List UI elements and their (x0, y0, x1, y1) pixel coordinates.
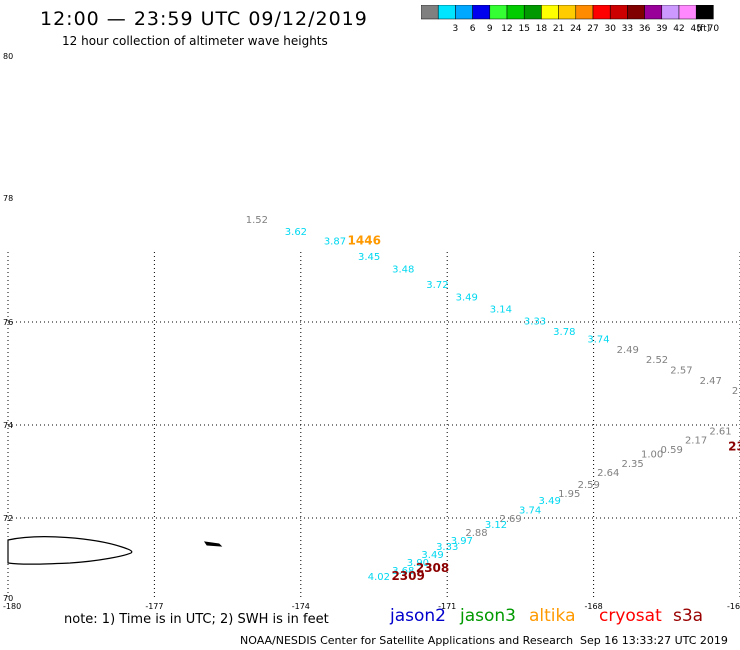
time-mark-label: 2309 (391, 569, 424, 583)
scale-tick-label: 36 (639, 24, 651, 34)
scale-tick-label: 12 (501, 24, 512, 34)
scale-tick-label: 33 (622, 24, 633, 34)
lat-label: 78 (3, 194, 13, 203)
wave-height-label: 0.59 (661, 445, 683, 456)
wave-height-label: 2.49 (617, 345, 639, 356)
wave-height-label: 3.78 (553, 327, 575, 338)
scale-tick-label: 30 (604, 24, 616, 34)
wave-height-label: 2.59 (578, 480, 600, 491)
wave-height-label: 3.12 (485, 520, 507, 531)
legend-cryosat: cryosat (599, 606, 662, 626)
scale-unit-label: (ft) (697, 24, 711, 34)
wave-height-label: 3.49 (539, 496, 561, 507)
scale-tick-label: 42 (673, 24, 684, 34)
wave-height-label: 2.69 (500, 514, 522, 525)
wave-height-label: 2 (732, 386, 738, 397)
wave-height-label: 2.61 (709, 426, 731, 437)
wave-height-label: 2.47 (700, 376, 722, 387)
wave-height-label: 3.14 (490, 305, 512, 316)
wave-height-label: 3.45 (358, 252, 380, 263)
wave-height-label: 2.35 (622, 459, 644, 470)
wave-height-label: 3.90 (407, 558, 429, 569)
wave-height-label: 3.72 (426, 280, 448, 291)
scale-tick-label: 21 (553, 24, 564, 34)
lon-label: -177 (145, 602, 163, 611)
map-subtitle: 12 hour collection of altimeter wave hei… (62, 34, 328, 48)
scale-tick-label: 9 (487, 24, 493, 34)
scale-tick-label: 45 (690, 24, 701, 34)
map-title: 12:00 — 23:59 UTC 09/12/2019 (40, 8, 368, 30)
wave-height-label: 3.49 (421, 550, 443, 561)
legend-altika: altika (529, 606, 576, 626)
wave-height-label: 1.00 (641, 450, 663, 461)
wave-height-label: 3.33 (524, 317, 546, 328)
wave-height-label: 2.52 (646, 355, 668, 366)
coastline-wrangel-island (7, 536, 133, 565)
wave-height-label: 3.68 (392, 566, 414, 577)
lon-label: -180 (3, 602, 21, 611)
scale-tick-label: 39 (656, 24, 668, 34)
wave-height-label: 2.88 (465, 528, 487, 539)
legend-jason2: jason2 (390, 606, 446, 626)
wave-height-label: 3.33 (436, 542, 458, 553)
units-note: note: 1) Time is in UTC; 2) SWH is in fe… (64, 612, 329, 627)
wave-height-label: 2.17 (685, 436, 707, 447)
wave-height-label: 3.49 (456, 292, 478, 303)
wave-height-label: 3.62 (285, 227, 307, 238)
scale-tick-label: 18 (536, 24, 548, 34)
time-mark-label: 2307 (728, 440, 740, 454)
scale-swatch (695, 5, 714, 20)
scale-tick-label: 24 (570, 24, 582, 34)
time-mark-label: 1446 (348, 234, 381, 248)
wave-height-label: 2.64 (597, 468, 619, 479)
footer-generated-date: Sep 16 13:33:27 UTC 2019 (580, 634, 728, 647)
scale-tick-label: 3 (453, 24, 459, 34)
wave-height-label: 1.52 (246, 215, 268, 226)
coastline-islet (203, 541, 223, 547)
scale-tick-label: 27 (587, 24, 598, 34)
time-mark-label: 2308 (416, 561, 449, 575)
legend-jason3: jason3 (460, 606, 516, 626)
wave-height-label: 3.74 (587, 335, 609, 346)
wave-height-label: 2.57 (670, 366, 692, 377)
wave-height-label: 3.74 (519, 505, 541, 516)
lat-label: 74 (3, 421, 13, 430)
lat-label: 72 (3, 514, 13, 523)
wave-height-label: 3.48 (392, 264, 414, 275)
lon-label: -171 (438, 602, 456, 611)
lat-label: 70 (3, 594, 13, 603)
scale-tick-label: 6 (470, 24, 476, 34)
scale-tick-label: 70 (708, 24, 720, 34)
color-scale-legend: 3 6 9 12 15 18 21 24 27 30 33 36 39 42 45 70(ft) (421, 5, 720, 34)
footer-credit: NOAA/NESDIS Center for Satellite Applica… (240, 634, 574, 647)
lat-label: 80 (3, 52, 13, 61)
wave-height-label: 4.02 (368, 572, 390, 583)
wave-height-label: 1.95 (558, 489, 580, 500)
wave-height-label: 3.87 (324, 237, 346, 248)
legend-s3a: s3a (673, 606, 704, 626)
wave-height-label: 3.97 (451, 536, 473, 547)
lon-label: -168 (585, 602, 603, 611)
lat-label: 76 (3, 318, 13, 327)
lon-label: -16 (727, 602, 740, 611)
scale-tick-label: 15 (518, 24, 529, 34)
lon-label: -174 (292, 602, 310, 611)
